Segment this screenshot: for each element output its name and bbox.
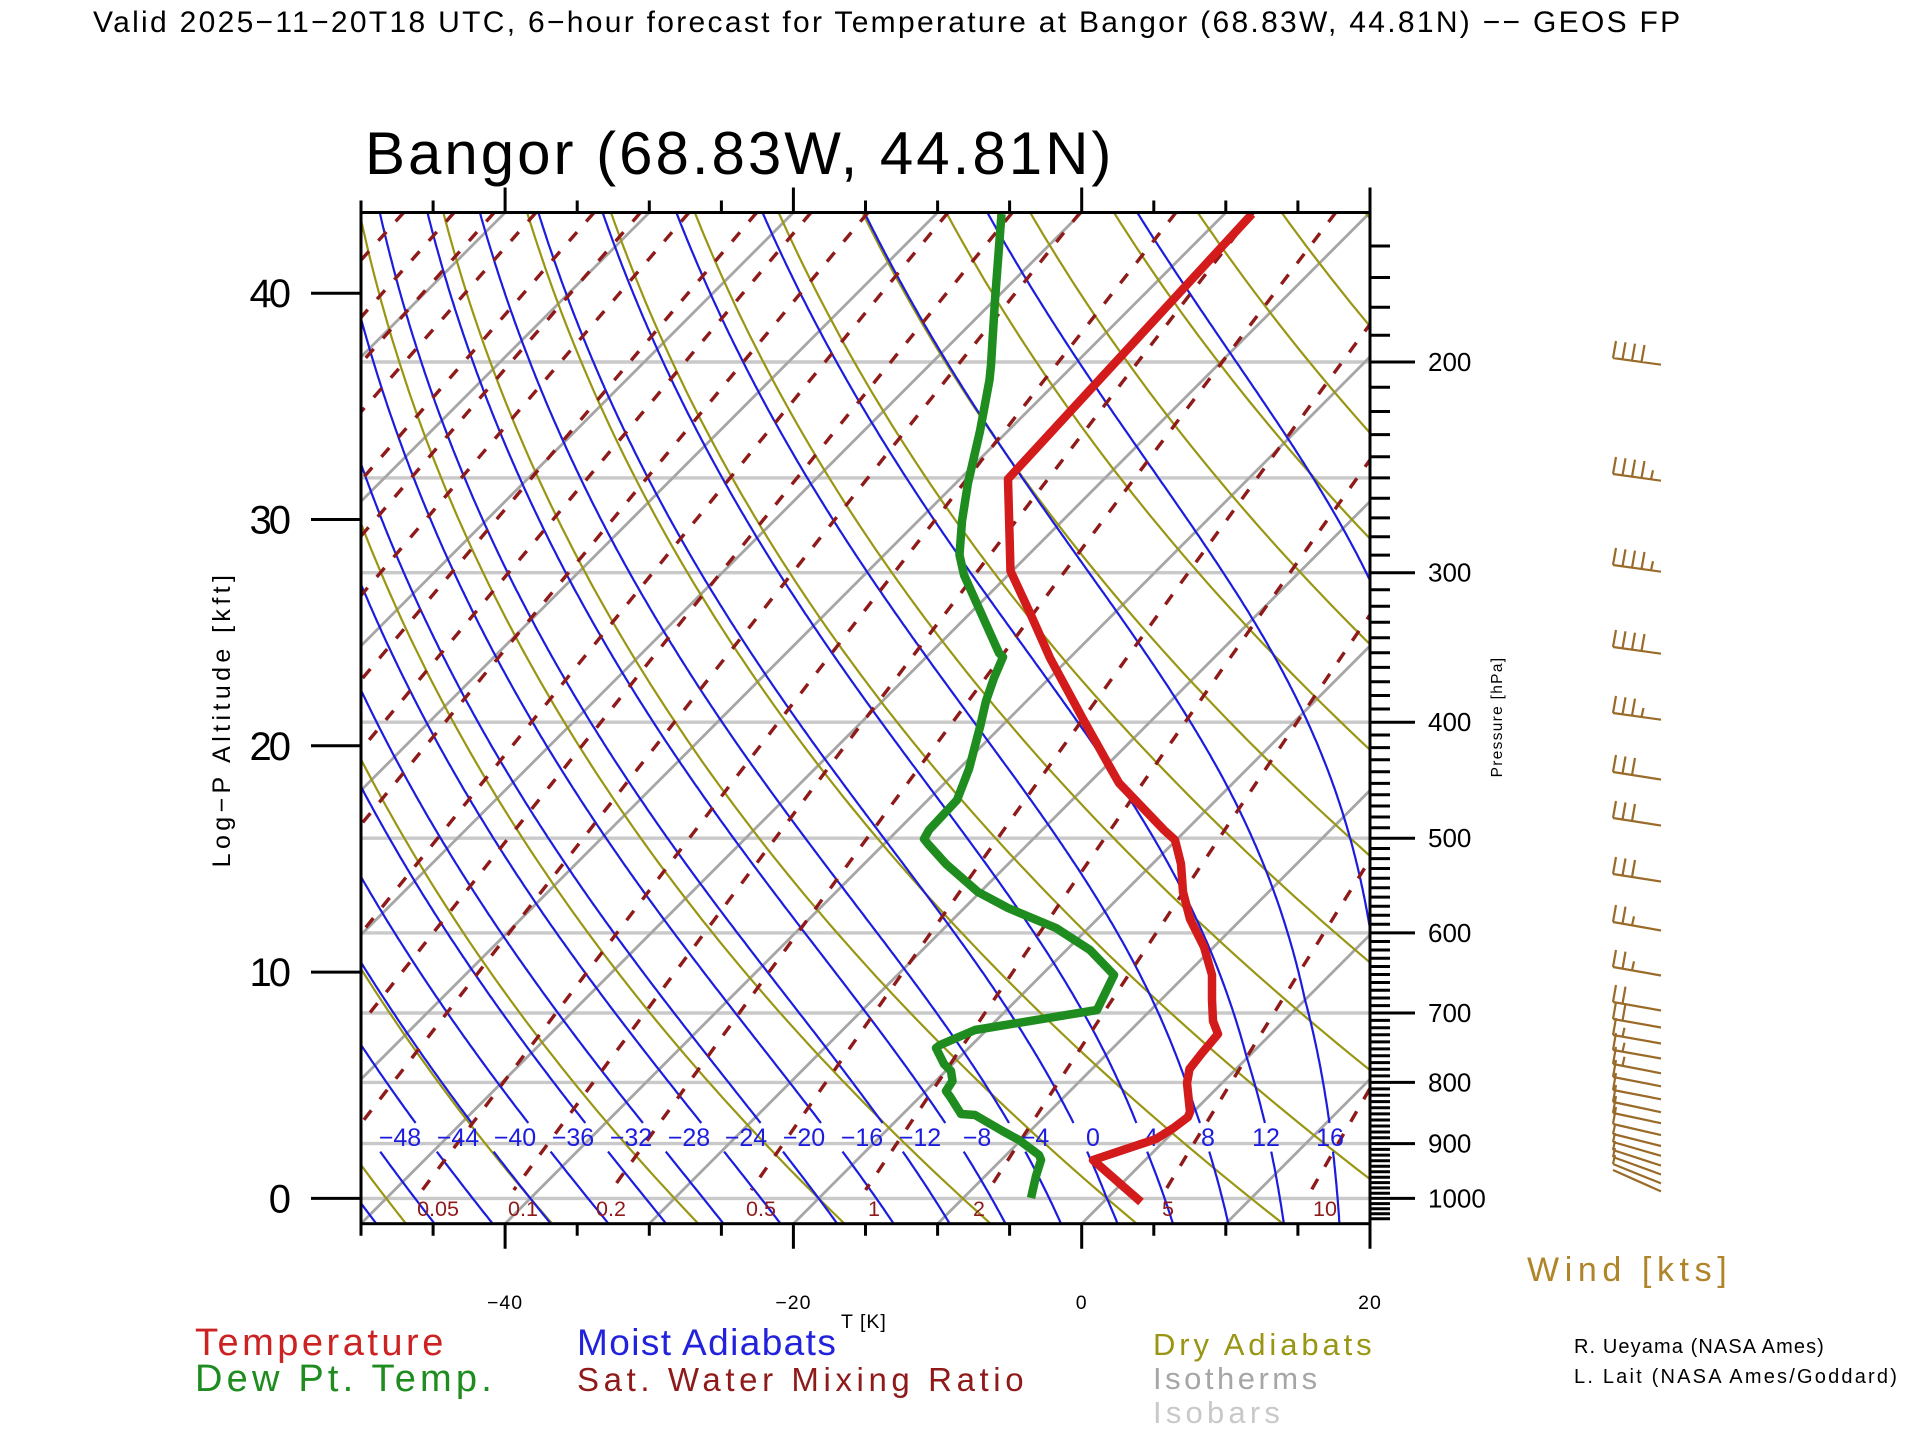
svg-text:T [K]: T [K] — [841, 1311, 887, 1333]
svg-text:Bangor (68.83W, 44.81N): Bangor (68.83W, 44.81N) — [365, 120, 1114, 187]
svg-text:−40: −40 — [487, 1292, 523, 1314]
svg-text:12: 12 — [1252, 1124, 1280, 1152]
svg-text:Log−P Altitude [kft]: Log−P Altitude [kft] — [208, 571, 236, 868]
svg-text:500: 500 — [1428, 823, 1471, 853]
svg-text:Isotherms: Isotherms — [1153, 1361, 1321, 1396]
svg-text:16: 16 — [1316, 1124, 1344, 1152]
svg-text:0.2: 0.2 — [596, 1197, 626, 1221]
svg-text:−36: −36 — [552, 1124, 594, 1152]
svg-text:900: 900 — [1428, 1129, 1471, 1159]
svg-text:Sat. Water Mixing Ratio: Sat. Water Mixing Ratio — [577, 1361, 1028, 1398]
svg-text:−20: −20 — [775, 1292, 811, 1314]
svg-text:300: 300 — [1428, 558, 1471, 588]
svg-text:L. Lait (NASA Ames/Goddard): L. Lait (NASA Ames/Goddard) — [1574, 1366, 1899, 1388]
svg-text:−16: −16 — [841, 1124, 883, 1152]
svg-text:600: 600 — [1428, 918, 1471, 948]
svg-text:800: 800 — [1428, 1067, 1471, 1097]
svg-text:10: 10 — [1313, 1197, 1337, 1221]
svg-text:R. Ueyama (NASA Ames): R. Ueyama (NASA Ames) — [1574, 1336, 1825, 1358]
svg-text:0.5: 0.5 — [746, 1197, 776, 1221]
svg-text:Moist Adiabats: Moist Adiabats — [577, 1322, 837, 1363]
svg-text:0: 0 — [1076, 1292, 1088, 1314]
svg-text:400: 400 — [1428, 707, 1471, 737]
svg-text:40: 40 — [250, 272, 290, 316]
svg-text:700: 700 — [1428, 998, 1471, 1028]
svg-text:Isobars: Isobars — [1153, 1395, 1284, 1430]
svg-text:2: 2 — [973, 1197, 985, 1221]
svg-text:−8: −8 — [963, 1124, 992, 1152]
svg-text:−28: −28 — [668, 1124, 710, 1152]
svg-text:Dew Pt. Temp.: Dew Pt. Temp. — [195, 1358, 496, 1400]
svg-text:30: 30 — [250, 499, 290, 543]
svg-text:Pressure [hPa]: Pressure [hPa] — [1489, 657, 1506, 778]
svg-text:−24: −24 — [725, 1124, 768, 1152]
svg-text:Temperature: Temperature — [195, 1322, 447, 1364]
svg-text:0: 0 — [1086, 1124, 1100, 1152]
svg-text:Valid 2025−11−20T18 UTC, 6−hou: Valid 2025−11−20T18 UTC, 6−hour forecast… — [93, 6, 1682, 39]
svg-text:0.05: 0.05 — [417, 1197, 459, 1221]
svg-text:1000: 1000 — [1428, 1183, 1486, 1213]
svg-text:−44: −44 — [437, 1124, 480, 1152]
svg-text:−32: −32 — [610, 1124, 652, 1152]
svg-text:Dry Adiabats: Dry Adiabats — [1153, 1327, 1376, 1362]
svg-text:20: 20 — [250, 725, 290, 769]
svg-text:−40: −40 — [494, 1124, 536, 1152]
svg-text:8: 8 — [1201, 1124, 1215, 1152]
svg-text:200: 200 — [1428, 347, 1471, 377]
svg-text:Wind [kts]: Wind [kts] — [1527, 1251, 1732, 1289]
svg-text:0.1: 0.1 — [508, 1197, 538, 1221]
svg-text:−12: −12 — [899, 1124, 941, 1152]
svg-text:−48: −48 — [379, 1124, 421, 1152]
svg-text:20: 20 — [1358, 1292, 1382, 1314]
svg-text:−20: −20 — [783, 1124, 825, 1152]
svg-text:5: 5 — [1162, 1197, 1174, 1221]
svg-text:0: 0 — [269, 1177, 290, 1221]
svg-text:1: 1 — [868, 1197, 880, 1221]
svg-text:10: 10 — [250, 951, 290, 995]
